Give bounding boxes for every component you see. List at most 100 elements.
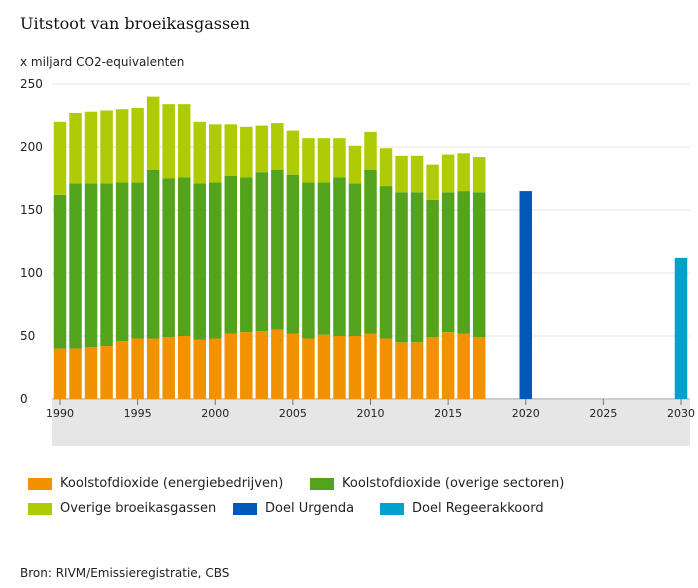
bar-overige_sectoren — [162, 178, 175, 338]
legend-swatch — [28, 477, 52, 490]
bar-overige_sectoren — [395, 192, 408, 343]
legend-item-overige_sectoren: Koolstofdioxide (overige sectoren) — [310, 476, 564, 491]
bar-energie — [177, 336, 191, 399]
bar-energie — [302, 338, 315, 399]
legend-item-overige_gassen: Overige broeikasgassen — [28, 501, 216, 516]
bar-overige_sectoren — [472, 192, 486, 338]
bar-overige_sectoren — [100, 183, 113, 347]
source-note: Bron: RIVM/Emissieregistratie, CBS — [20, 566, 230, 580]
legend-label: Koolstofdioxide (overige sectoren) — [342, 476, 565, 491]
bar-overige_sectoren — [69, 183, 82, 349]
bar-overige_gassen — [348, 145, 362, 184]
y-tick-label: 100 — [20, 266, 43, 280]
bar-energie — [255, 330, 269, 399]
bar-overige_gassen — [441, 154, 455, 193]
bar-overige_sectoren — [131, 182, 144, 339]
bar-overige_sectoren — [426, 199, 439, 338]
bar-energie — [286, 333, 300, 399]
chart-title: Uitstoot van broeikasgassen — [20, 14, 250, 33]
bar-overige_gassen — [162, 104, 175, 179]
bar-overige_gassen — [240, 126, 253, 178]
bar-energie — [317, 334, 331, 399]
bar-overige_gassen — [53, 121, 67, 195]
bar-overige_sectoren — [240, 177, 253, 333]
legend-swatch — [28, 502, 52, 515]
x-tick-label: 2000 — [201, 407, 229, 420]
bar-energie — [146, 338, 160, 399]
bar-overige_gassen — [271, 123, 284, 170]
bar-energie — [410, 342, 424, 399]
bar-overige_gassen — [317, 138, 331, 183]
bar-overige_gassen — [100, 110, 113, 184]
bar-overige_gassen — [395, 155, 408, 193]
target-bar-regeerakkoord — [674, 257, 688, 399]
bar-overige_gassen — [193, 121, 206, 184]
bar-energie — [162, 337, 175, 399]
bar-overige_gassen — [364, 131, 377, 170]
bar-overige_sectoren — [348, 183, 362, 336]
bar-energie — [271, 329, 284, 399]
bar-overige_gassen — [286, 130, 300, 175]
legend-label: Overige broeikasgassen — [60, 501, 217, 516]
bar-overige_gassen — [472, 157, 486, 193]
legend-label: Koolstofdioxide (energiebedrijven) — [60, 476, 284, 491]
bar-overige_sectoren — [115, 182, 129, 342]
bar-overige_gassen — [177, 104, 191, 178]
bar-energie — [426, 337, 439, 399]
bar-energie — [69, 348, 82, 399]
x-tick-label: 1995 — [124, 407, 152, 420]
bar-overige_gassen — [426, 164, 439, 200]
target-bar-urgenda — [519, 191, 532, 399]
bar-energie — [240, 332, 253, 399]
y-axis-unit-label: x miljard CO2-equivalenten — [20, 55, 185, 69]
bar-energie — [209, 338, 222, 399]
x-tick-label: 2010 — [357, 407, 385, 420]
bar-overige_sectoren — [193, 183, 206, 340]
y-tick-label: 0 — [20, 392, 28, 406]
legend-swatch — [233, 502, 257, 515]
bar-overige_sectoren — [457, 191, 470, 334]
bar-overige_sectoren — [224, 175, 238, 334]
y-tick-label: 50 — [20, 329, 35, 343]
y-tick-label: 150 — [20, 203, 43, 217]
bar-energie — [115, 341, 129, 399]
x-axis-band — [52, 400, 690, 446]
bar-overige_gassen — [131, 107, 144, 183]
bar-overige_sectoren — [379, 186, 393, 339]
bar-energie — [333, 336, 346, 399]
bar-overige_sectoren — [441, 192, 455, 333]
bar-energie — [193, 339, 206, 399]
x-tick-label: 2005 — [279, 407, 307, 420]
bar-overige_sectoren — [146, 169, 160, 339]
bar-overige_gassen — [84, 111, 98, 184]
x-tick-label: 2030 — [667, 407, 695, 420]
bar-overige_gassen — [379, 148, 393, 187]
bar-energie — [395, 342, 408, 399]
bar-energie — [472, 337, 486, 399]
x-tick-label: 2025 — [589, 407, 617, 420]
bar-energie — [348, 336, 362, 399]
bar-overige_sectoren — [255, 172, 269, 331]
legend-label: Doel Regeerakkoord — [412, 501, 544, 516]
bar-overige_sectoren — [333, 177, 346, 336]
bar-overige_gassen — [302, 138, 315, 183]
legend-item-energie: Koolstofdioxide (energiebedrijven) — [28, 476, 283, 491]
bar-overige_sectoren — [177, 177, 191, 336]
legend-item-urgenda: Doel Urgenda — [233, 501, 354, 516]
bar-energie — [53, 348, 67, 399]
bar-energie — [224, 333, 238, 399]
legend-swatch — [310, 477, 334, 490]
bar-overige_sectoren — [410, 192, 424, 343]
bar-overige_sectoren — [53, 194, 67, 349]
bar-overige_gassen — [410, 155, 424, 193]
bar-overige_sectoren — [271, 169, 284, 330]
bar-overige_gassen — [333, 138, 346, 178]
bar-overige_sectoren — [317, 182, 331, 335]
bar-energie — [364, 333, 377, 399]
bar-overige_sectoren — [286, 174, 300, 334]
bar-energie — [131, 338, 144, 399]
bar-overige_gassen — [146, 96, 160, 170]
x-tick-label: 1990 — [46, 407, 74, 420]
legend-label: Doel Urgenda — [265, 501, 355, 516]
x-tick-label: 2015 — [434, 407, 462, 420]
